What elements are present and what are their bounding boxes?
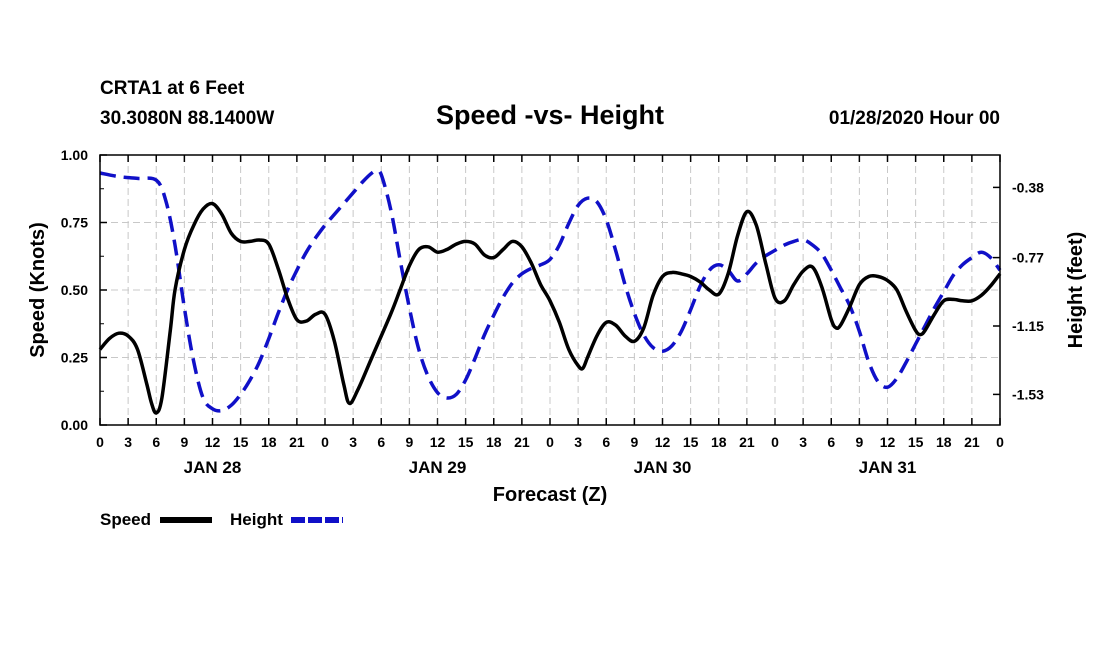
- location-label: 30.3080N 88.1400W: [100, 108, 274, 129]
- series-lines: [98, 169, 1002, 415]
- y-left-tick-label: 1.00: [61, 147, 88, 163]
- x-tick-label: 12: [205, 434, 221, 450]
- x-tick-label: 18: [936, 434, 952, 450]
- station-label: CRTA1 at 6 Feet: [100, 78, 245, 99]
- x-tick-label: 9: [630, 434, 638, 450]
- x-tick-label: 12: [655, 434, 671, 450]
- x-tick-label: 9: [855, 434, 863, 450]
- legend-speed-label: Speed: [100, 510, 151, 529]
- x-tick-label: 21: [964, 434, 980, 450]
- y-right-tick-label: -1.53: [1012, 386, 1044, 402]
- chart-title: Speed -vs- Height: [436, 100, 664, 130]
- x-tick-label: 0: [321, 434, 329, 450]
- x-tick-label: 6: [377, 434, 385, 450]
- x-tick-label: 15: [458, 434, 474, 450]
- y-axis-left-title: Speed (Knots): [27, 222, 49, 358]
- x-tick-label: 3: [124, 434, 132, 450]
- x-axis-title: Forecast (Z): [493, 484, 607, 506]
- x-tick-label: 3: [349, 434, 357, 450]
- y-right-tick-label: -0.38: [1012, 179, 1044, 195]
- x-tick-label: 3: [574, 434, 582, 450]
- y-right-tick-label: -0.77: [1012, 250, 1044, 266]
- x-tick-label: 6: [152, 434, 160, 450]
- y-left-tick-label: 0.75: [61, 215, 88, 231]
- x-tick-label: 21: [289, 434, 305, 450]
- run-time-label: 01/28/2020 Hour 00: [829, 108, 1000, 129]
- day-label: JAN 28: [184, 458, 242, 477]
- axis-ticks: 0 3 6 9 12 15 18 21 0 3 6 9 12 15 18 21 0 3 6 9 12 15 18 21 0 3 6 9…: [61, 147, 1044, 477]
- series-speed-line: [98, 201, 1002, 415]
- x-tick-label: 12: [880, 434, 896, 450]
- x-tick-label: 15: [908, 434, 924, 450]
- y-left-tick-label: 0.50: [61, 282, 88, 298]
- legend: Speed Height: [100, 510, 343, 529]
- grid-lines: [100, 155, 1000, 425]
- x-tick-label: 21: [514, 434, 530, 450]
- x-tick-label: 18: [711, 434, 727, 450]
- x-tick-label: 12: [430, 434, 446, 450]
- day-label: JAN 30: [634, 458, 692, 477]
- x-tick-label: 9: [180, 434, 188, 450]
- y-axis-right-title: Height (feet): [1065, 232, 1087, 349]
- x-tick-label: 6: [827, 434, 835, 450]
- x-tick-label: 18: [486, 434, 502, 450]
- x-tick-label: 3: [799, 434, 807, 450]
- x-tick-label: 21: [739, 434, 755, 450]
- x-tick-label: 18: [261, 434, 277, 450]
- x-tick-label: 15: [683, 434, 699, 450]
- y-left-tick-label: 0.25: [61, 350, 88, 366]
- x-tick-label: 9: [405, 434, 413, 450]
- y-right-tick-label: -1.15: [1012, 318, 1044, 334]
- legend-height-label: Height: [230, 510, 283, 529]
- day-label: JAN 31: [859, 458, 917, 477]
- day-label: JAN 29: [409, 458, 467, 477]
- x-tick-label: 0: [771, 434, 779, 450]
- x-tick-label: 15: [233, 434, 249, 450]
- x-tick-label: 0: [546, 434, 554, 450]
- y-left-tick-label: 0.00: [61, 417, 88, 433]
- x-tick-label: 0: [96, 434, 104, 450]
- series-height-line: [99, 169, 1002, 413]
- x-tick-label: 6: [602, 434, 610, 450]
- x-tick-label: 0: [996, 434, 1004, 450]
